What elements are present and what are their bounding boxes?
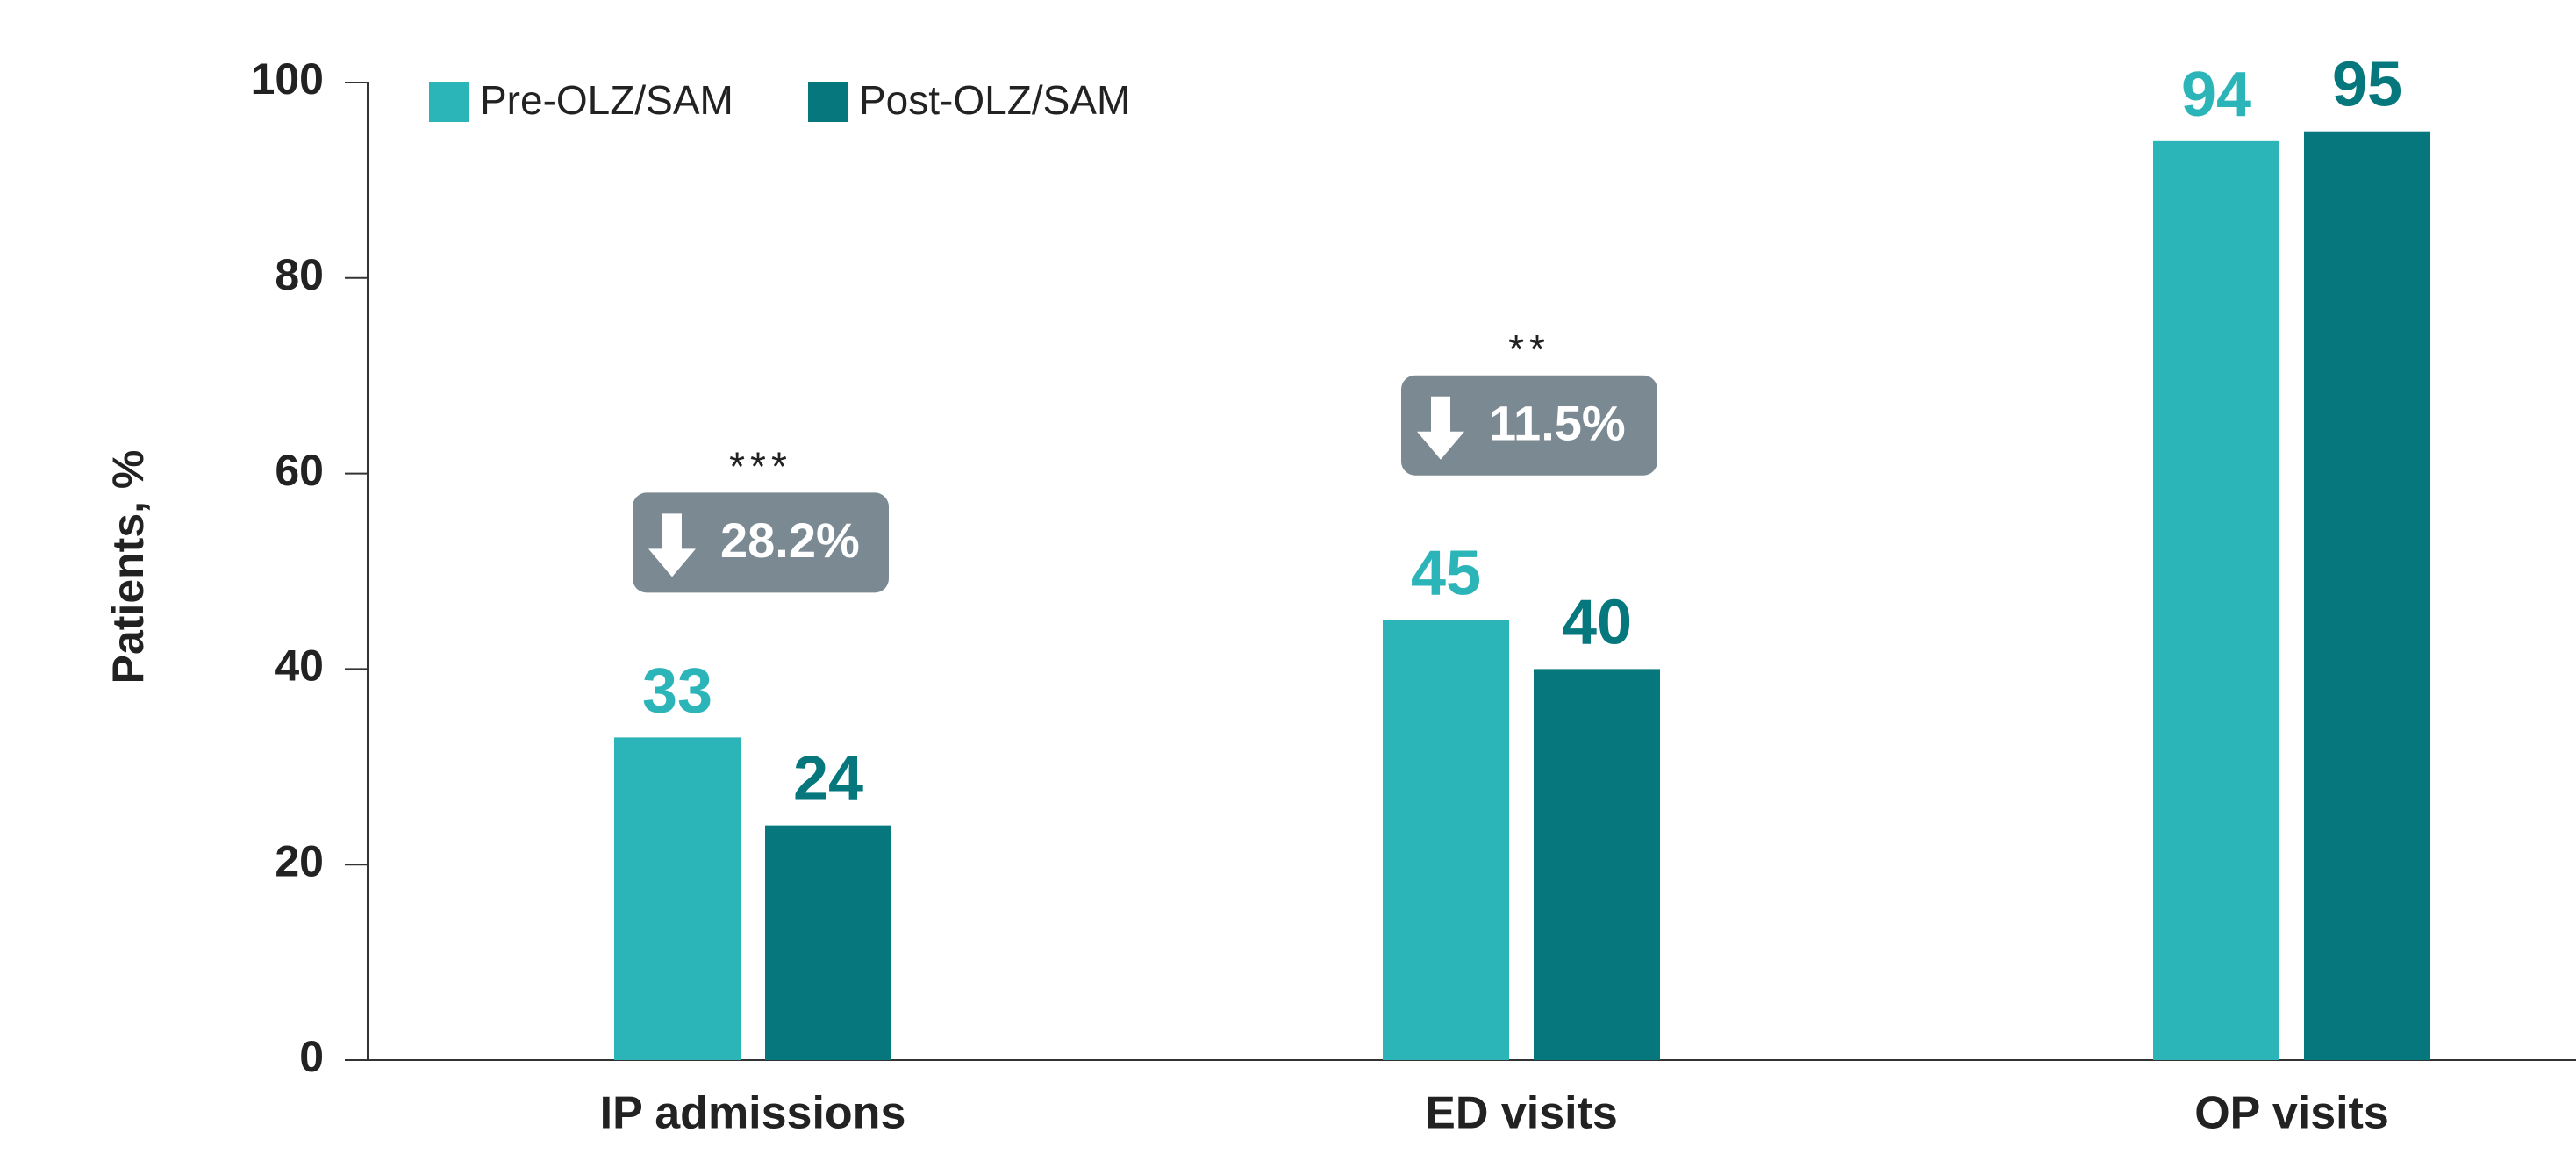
- value-label: 45: [1411, 539, 1481, 609]
- significance: ***: [729, 444, 792, 490]
- y-tick-label: 40: [275, 641, 324, 691]
- y-tick-label: 100: [251, 54, 324, 104]
- value-label: 40: [1562, 587, 1632, 657]
- change-badge: [633, 492, 889, 593]
- change-label: 11.5%: [1489, 395, 1626, 450]
- bar: [614, 737, 741, 1060]
- y-axis-title: Patients, %: [104, 450, 153, 684]
- y-tick-label: 20: [275, 836, 324, 885]
- value-label: 24: [793, 744, 863, 814]
- y-tick-label: 0: [299, 1032, 324, 1081]
- down-arrow: [648, 513, 696, 577]
- change-label: 28.2%: [720, 512, 860, 568]
- legend-swatch: [808, 82, 848, 122]
- value-label: 94: [2181, 60, 2251, 130]
- change-badge: [1401, 375, 1657, 476]
- down-arrow: [1417, 396, 1464, 460]
- x-tick-label: ED visits: [1425, 1088, 1618, 1139]
- bar: [765, 825, 891, 1060]
- value-label: 33: [642, 656, 712, 726]
- significance: **: [1508, 326, 1550, 372]
- y-tick-label: 60: [275, 446, 324, 495]
- bar: [2304, 131, 2430, 1061]
- legend-label: Pre-OLZ/SAM: [480, 77, 733, 123]
- bar: [2153, 140, 2279, 1061]
- x-tick-label: IP admissions: [600, 1088, 906, 1139]
- bar: [1383, 620, 1509, 1060]
- bar: [1534, 669, 1660, 1060]
- y-tick-label: 80: [275, 250, 324, 299]
- x-tick-label: OP visits: [2194, 1088, 2389, 1139]
- value-label: 95: [2332, 50, 2402, 120]
- legend-label: Post-OLZ/SAM: [859, 77, 1130, 123]
- legend-swatch: [429, 82, 469, 122]
